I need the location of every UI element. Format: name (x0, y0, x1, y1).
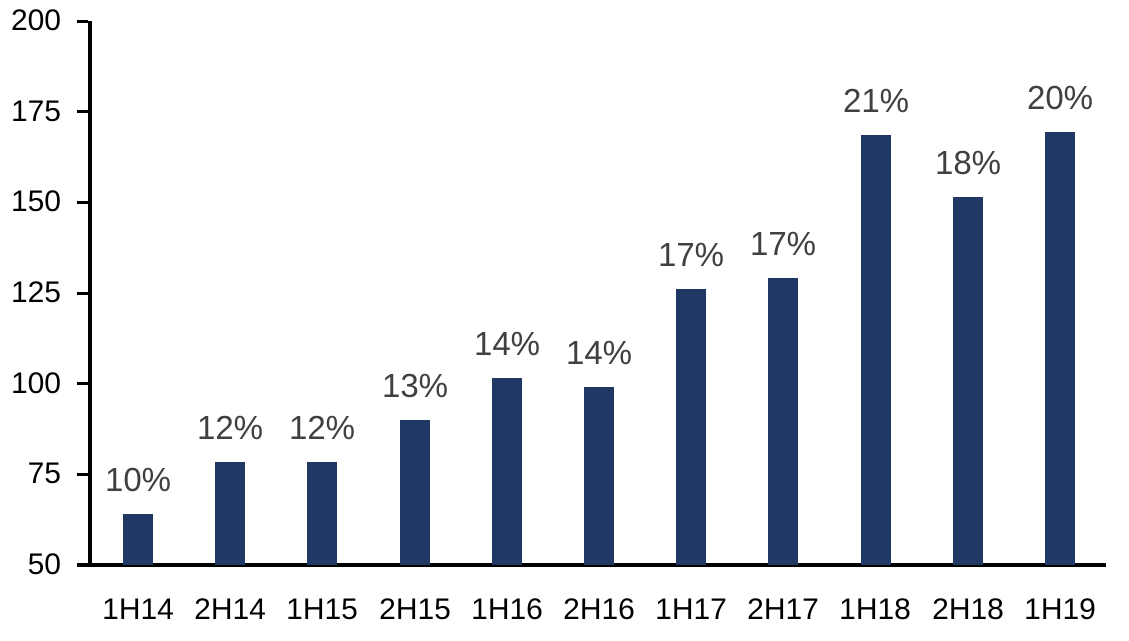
bar-2H15 (400, 420, 430, 565)
bar-value-label: 10% (104, 461, 172, 498)
y-axis-tick (77, 20, 88, 23)
y-axis-tick-label: 100 (10, 367, 61, 400)
bar-value-label: 18% (934, 144, 1002, 181)
y-axis-tick (77, 382, 88, 385)
bar-value-label: 17% (749, 225, 817, 262)
bar-2H14 (215, 462, 245, 565)
bar-2H17 (768, 278, 798, 565)
y-axis-line (88, 21, 92, 567)
bar-2H16 (584, 387, 614, 565)
bar-1H18 (861, 135, 891, 565)
bar-value-label: 13% (381, 367, 449, 404)
x-axis-line (77, 563, 1106, 567)
bar-1H14 (123, 514, 153, 565)
bar-2H18 (953, 197, 983, 565)
bar-value-label: 20% (1026, 79, 1094, 116)
x-axis-category-label: 1H18 (839, 593, 911, 626)
bar-value-label: 12% (288, 409, 356, 446)
y-axis-tick (77, 292, 88, 295)
bar-value-label: 14% (473, 325, 541, 362)
x-axis-category-label: 2H17 (747, 593, 819, 626)
bar-1H15 (307, 462, 337, 565)
bar-value-label: 17% (657, 236, 725, 273)
y-axis-tick (77, 473, 88, 476)
x-axis-category-label: 1H19 (1024, 593, 1096, 626)
x-axis-category-label: 2H16 (563, 593, 635, 626)
x-axis-category-label: 1H16 (471, 593, 543, 626)
bar-1H16 (492, 378, 522, 565)
y-axis-tick (77, 110, 88, 113)
y-axis-tick (77, 201, 88, 204)
y-axis-tick (77, 564, 88, 567)
x-axis-category-label: 2H15 (379, 593, 451, 626)
y-axis-tick-label: 150 (10, 185, 61, 218)
bar-value-label: 12% (196, 409, 264, 446)
y-axis-tick-label: 200 (10, 4, 61, 37)
x-axis-category-label: 2H18 (932, 593, 1004, 626)
x-axis-category-label: 1H14 (102, 593, 174, 626)
bar-value-label: 14% (565, 334, 633, 371)
bar-1H19 (1045, 132, 1075, 565)
y-axis-tick-label: 125 (10, 276, 61, 309)
y-axis-tick-label: 50 (27, 548, 61, 581)
y-axis-tick-label: 175 (10, 95, 61, 128)
bar-1H17 (676, 289, 706, 565)
x-axis-category-label: 2H14 (194, 593, 266, 626)
x-axis-category-label: 1H17 (655, 593, 727, 626)
bar-value-label: 21% (842, 82, 910, 119)
x-axis-category-label: 1H15 (286, 593, 358, 626)
y-axis-tick-label: 75 (27, 457, 61, 490)
